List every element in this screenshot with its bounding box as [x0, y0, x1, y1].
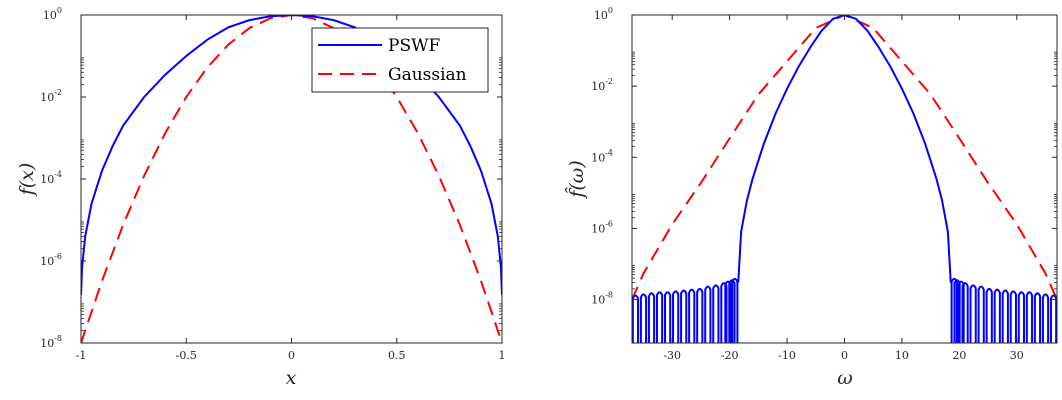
right-y-tick-label: 100: [594, 6, 613, 22]
left-plot-area: [81, 15, 502, 343]
right-sidelobe: [977, 285, 985, 343]
right-x-tick-label: 0: [841, 349, 848, 362]
right-sidelobe: [985, 287, 993, 343]
left-y-axis-label: f(x): [16, 163, 38, 198]
right-sidelobe: [969, 284, 977, 343]
right-sidelobe: [696, 287, 704, 343]
right-sidelobe: [1041, 293, 1050, 343]
right-x-tick-label: -10: [778, 349, 796, 362]
right-x-tick-label: -30: [663, 349, 681, 362]
legend: PSWF Gaussian: [311, 27, 489, 93]
right-sidelobe: [1025, 291, 1034, 343]
right-sidelobe: [728, 279, 736, 343]
right-gaussian-line: [632, 15, 1057, 300]
right-sidelobe: [731, 277, 739, 343]
left-y-tick-label: 10-8: [40, 334, 62, 350]
left-x-tick-label: 0.5: [388, 349, 406, 362]
left-y-tick-label: 100: [43, 6, 62, 22]
right-sidelobe: [720, 282, 728, 343]
right-y-tick-label: 10-4: [591, 148, 613, 164]
legend-box: [311, 27, 489, 93]
left-x-tick-label: 0: [288, 349, 295, 362]
left-x-axis-label: x: [286, 367, 297, 389]
right-x-tick-label: 10: [895, 349, 909, 362]
left-x-tick-label: -1: [76, 349, 87, 362]
right-sidelobe: [1033, 292, 1042, 343]
right-x-tick-label: -20: [721, 349, 739, 362]
left-y-tick-label: 10-6: [40, 252, 62, 268]
right-sidelobe: [688, 288, 696, 343]
left-x-tick-label: 1: [499, 349, 506, 362]
right-y-axis-label: f̂(ω): [565, 160, 588, 199]
right-y-tick-label: 10-2: [591, 77, 613, 93]
right-ticks: -30 -20 -10 0 10 20 30 10-8 10-6 10-4 10-2 100: [591, 6, 1057, 362]
legend-gaussian-label: Gaussian: [388, 65, 467, 85]
right-x-axis-label: ω: [837, 367, 853, 389]
right-sidelobe: [1009, 290, 1017, 343]
right-sidelobe: [632, 294, 640, 343]
right-plot-area: [632, 15, 1057, 343]
right-sidelobe: [680, 289, 688, 343]
right-sidelobe: [639, 293, 648, 343]
left-gaussian-line: [81, 15, 502, 343]
right-x-tick-label: 20: [952, 349, 966, 362]
left-y-tick-label: 10-4: [40, 170, 62, 186]
right-x-tick-label: 30: [1010, 349, 1024, 362]
right-pswf-main-lobe: [737, 15, 952, 283]
right-sidelobe: [704, 285, 712, 343]
left-chart: -1 -0.5 0 0.5 1 10-8 10-6 10-4 10-2 100 x f(x) PS…: [16, 6, 506, 389]
right-y-tick-label: 10-6: [591, 219, 613, 235]
right-sidelobe: [655, 291, 664, 343]
right-sidelobe: [950, 277, 958, 343]
right-sidelobe: [1049, 294, 1057, 343]
right-sidelobe: [724, 280, 732, 343]
right-sidelobe: [961, 282, 969, 343]
left-y-tick-label: 10-2: [40, 88, 62, 104]
left-ticks: -1 -0.5 0 0.5 1 10-8 10-6 10-4 10-2 100: [40, 6, 505, 362]
right-sidelobe: [672, 290, 680, 343]
right-sidelobe: [993, 288, 1001, 343]
left-pswf-line: [81, 15, 502, 295]
right-sidelobe: [712, 284, 720, 343]
right-sidelobe: [664, 291, 672, 343]
right-sidelobe: [647, 292, 656, 343]
left-x-tick-label: -0.5: [176, 349, 197, 362]
right-sidelobe: [1001, 289, 1009, 343]
right-sidelobe: [1017, 291, 1025, 343]
right-y-tick-label: 10-8: [591, 291, 613, 307]
legend-pswf-label: PSWF: [388, 36, 441, 56]
right-chart: -30 -20 -10 0 10 20 30 10-8 10-6 10-4 10-2 100 ω f̂…: [565, 6, 1058, 389]
